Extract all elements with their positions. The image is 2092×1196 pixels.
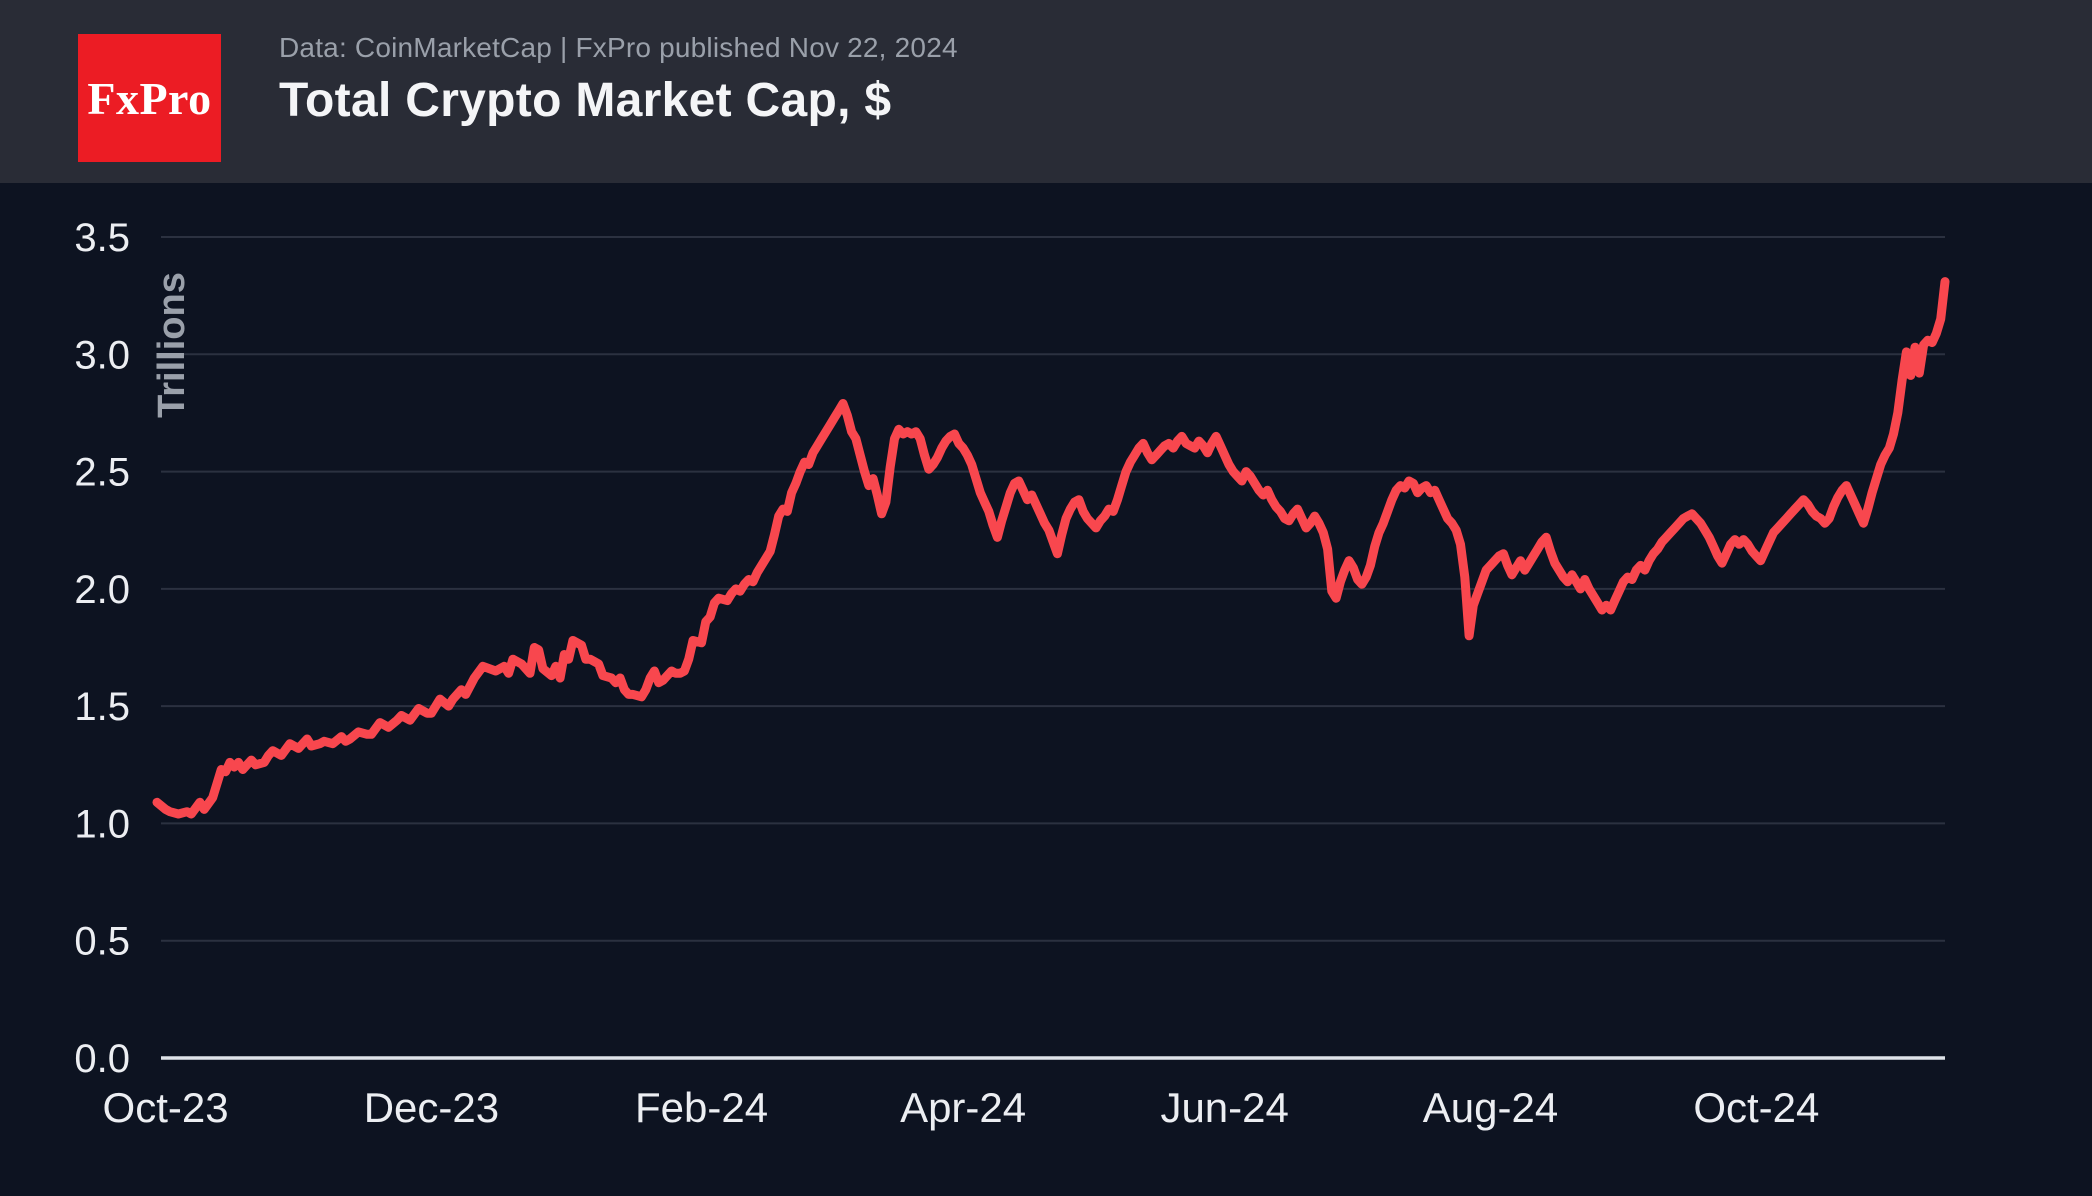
x-tick-label: Dec-23	[364, 1084, 499, 1131]
x-tick-label: Oct-23	[103, 1084, 229, 1131]
data-source-line: Data: CoinMarketCap | FxPro published No…	[279, 32, 958, 63]
x-tick-label: Aug-24	[1423, 1084, 1558, 1131]
y-tick-label: 0.0	[74, 1037, 130, 1081]
y-tick-label: 1.5	[74, 685, 130, 729]
x-tick-label: Jun-24	[1160, 1084, 1288, 1131]
y-tick-label: 2.0	[74, 568, 130, 612]
header-text-block: Data: CoinMarketCap | FxPro published No…	[279, 32, 958, 127]
market-cap-series-line	[152, 277, 1950, 819]
x-tick-label: Feb-24	[635, 1084, 768, 1131]
x-tick-label: Apr-24	[900, 1084, 1026, 1131]
fxpro-logo-text: FxPro	[87, 72, 212, 124]
x-tick-label: Oct-24	[1693, 1084, 1819, 1131]
y-tick-label: 3.5	[74, 216, 130, 260]
y-axis-unit-label: Trillions	[151, 272, 193, 418]
y-tick-label: 0.5	[74, 920, 130, 964]
y-tick-label: 2.5	[74, 451, 130, 495]
header-bar: FxPro Data: CoinMarketCap | FxPro publis…	[0, 0, 2092, 183]
y-tick-label: 3.0	[74, 333, 130, 377]
fxpro-logo: FxPro	[78, 34, 221, 162]
y-tick-label: 1.0	[74, 802, 130, 846]
chart-title: Total Crypto Market Cap, $	[279, 73, 892, 127]
